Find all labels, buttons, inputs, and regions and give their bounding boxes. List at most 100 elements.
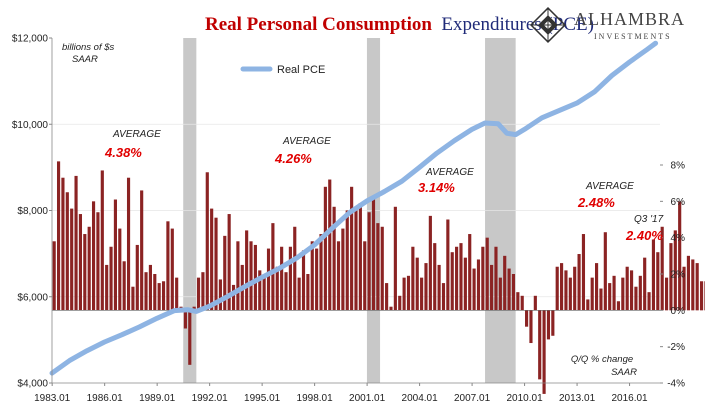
bar — [380, 226, 384, 311]
bar — [485, 237, 489, 311]
bar — [625, 266, 629, 311]
bar — [660, 226, 664, 311]
bar — [175, 277, 179, 311]
bar — [577, 254, 581, 311]
bar — [61, 177, 65, 311]
bar — [402, 277, 406, 311]
bar — [284, 272, 288, 311]
bar — [288, 246, 292, 311]
bar — [691, 259, 695, 311]
bar — [354, 210, 358, 311]
bar — [109, 246, 113, 311]
bar — [210, 208, 214, 311]
x-tick-label: 1995.01 — [244, 393, 281, 404]
bar — [280, 246, 284, 311]
bar — [551, 310, 555, 336]
bar — [564, 270, 568, 311]
bar — [183, 310, 187, 329]
bar — [170, 228, 174, 311]
bar — [450, 252, 454, 311]
left-tick-label: $4,000 — [17, 379, 48, 390]
x-tick-label: 2001.01 — [349, 393, 386, 404]
real-pce-line — [49, 40, 659, 376]
bar — [398, 295, 402, 311]
chart-title: Real Personal Consumption Expenditures (… — [205, 14, 594, 35]
left-tick-label: $12,000 — [12, 34, 49, 45]
right-axis-note-2: SAAR — [611, 367, 637, 378]
bar — [301, 250, 306, 311]
average-value: 4.26% — [274, 151, 312, 166]
bar — [105, 264, 109, 311]
x-tick-label: 2010.01 — [506, 393, 543, 404]
bar — [306, 274, 310, 311]
bar — [293, 226, 297, 311]
bar — [424, 263, 428, 311]
bar — [196, 277, 201, 311]
bar — [249, 241, 253, 311]
x-tick-label: 1998.01 — [297, 393, 334, 404]
bar — [433, 243, 437, 311]
bar — [253, 244, 257, 311]
bar — [468, 234, 472, 311]
bar — [389, 306, 393, 311]
bar — [599, 288, 603, 311]
bar — [297, 277, 301, 311]
bar — [446, 219, 450, 311]
axes: $4,000 $6,000 $8,000 $10,000 $12,000 -4% -2% 0%… — [12, 34, 685, 405]
bar — [542, 310, 546, 394]
average-label: AVERAGE — [585, 181, 634, 192]
bar — [529, 310, 533, 344]
bar — [188, 310, 192, 365]
bar — [498, 277, 502, 311]
bar — [113, 199, 117, 311]
bar — [122, 261, 126, 311]
left-tick-label: $8,000 — [17, 206, 48, 217]
bar — [258, 270, 262, 311]
right-tick-label: 0% — [671, 306, 686, 317]
bar — [153, 274, 157, 311]
bar — [686, 255, 691, 311]
left-tick-label: $6,000 — [17, 292, 48, 303]
alhambra-logo: ALHAMBRA INVESTMENTS — [529, 6, 685, 44]
right-tick-label: 4% — [671, 233, 686, 244]
bar — [140, 190, 144, 311]
bar — [323, 186, 327, 311]
bar — [376, 223, 380, 311]
title-part-2: Expenditures (PCE) — [441, 14, 594, 35]
bar — [634, 286, 638, 311]
bar — [516, 292, 520, 311]
bar — [328, 179, 332, 311]
average-label: AVERAGE — [282, 136, 331, 147]
right-axis-note-1: Q/Q % change — [571, 354, 633, 365]
bar — [568, 277, 572, 311]
bar — [546, 310, 551, 340]
bar — [371, 195, 376, 311]
x-tick-label: 2016.01 — [611, 393, 648, 404]
bar — [118, 228, 122, 311]
left-axis-note-2: SAAR — [72, 54, 98, 65]
bar — [664, 277, 669, 311]
bar — [218, 279, 222, 311]
bar — [131, 286, 135, 311]
bar — [332, 206, 336, 311]
bar — [629, 270, 634, 311]
right-tick-label: 8% — [671, 161, 686, 172]
bar — [651, 239, 656, 311]
bar — [695, 263, 699, 311]
bar — [490, 264, 494, 311]
bar — [393, 206, 397, 311]
bar — [100, 170, 104, 311]
bar — [411, 246, 415, 311]
bar — [406, 275, 411, 311]
bar — [616, 301, 621, 311]
bar — [231, 284, 236, 311]
bar — [669, 243, 673, 311]
bar — [341, 228, 345, 311]
brand-name: ALHAMBRA — [574, 9, 685, 29]
bar — [586, 299, 590, 311]
bar — [161, 281, 166, 311]
bar — [205, 172, 209, 311]
right-tick-label: 6% — [671, 197, 686, 208]
bar — [227, 214, 231, 311]
bar — [682, 266, 686, 311]
